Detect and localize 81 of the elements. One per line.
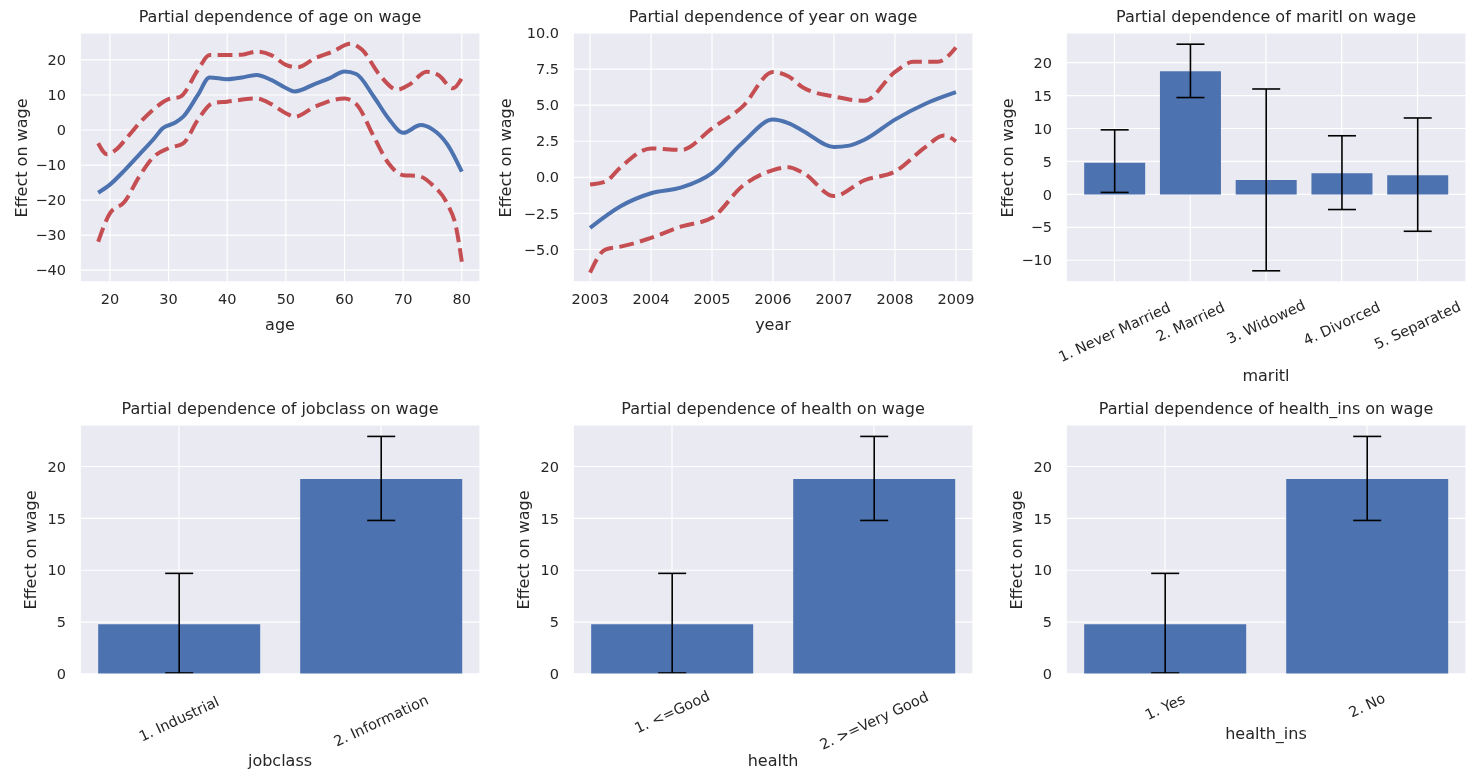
x-tick-label: 2005 (693, 291, 731, 308)
x-tick-label: 40 (217, 291, 237, 308)
y-tick-label: 15 (1033, 87, 1052, 104)
y-tick-label: 20 (47, 458, 66, 475)
y-tick-label: 20 (1033, 54, 1052, 71)
y-tick-label: 5.0 (535, 97, 559, 114)
chart-title: Partial dependence of age on wage (138, 7, 422, 27)
y-tick-label: 10 (47, 87, 66, 104)
y-tick-label: 0 (1042, 186, 1052, 203)
y-tick-label: 15 (47, 510, 66, 527)
y-tick-label: 15 (1033, 510, 1052, 527)
y-tick-label: −2.5 (523, 205, 559, 222)
y-tick-label: 0 (56, 122, 66, 139)
bar (1084, 162, 1146, 195)
bar (1159, 71, 1221, 195)
x-tick-label: 80 (452, 291, 472, 308)
line-series (588, 133, 958, 275)
y-tick-label: 2.5 (535, 133, 559, 150)
y-tick-label: −40 (35, 262, 66, 279)
x-tick-label: 2009 (937, 291, 975, 308)
x-axis-title: year (755, 314, 791, 334)
bar (1235, 179, 1297, 195)
y-tick-label: 5 (1042, 153, 1052, 170)
y-tick-label: 20 (540, 458, 559, 475)
y-tick-label: 10.0 (526, 25, 559, 42)
y-axis-title: Effect on wage (998, 97, 1018, 218)
y-tick-label: 10 (1033, 120, 1052, 137)
y-axis-title: Effect on wage (1007, 489, 1027, 610)
x-tick-label: 20 (100, 291, 120, 308)
line-series (96, 69, 464, 195)
x-axis-title: maritl (1242, 366, 1290, 386)
y-tick-label: −5.0 (523, 241, 559, 258)
line-series (588, 90, 958, 230)
line-series (96, 96, 464, 264)
y-tick-label: −10 (35, 157, 66, 174)
x-tick-label: 2003 (571, 291, 609, 308)
y-axis-title: Effect on wage (514, 489, 534, 610)
line-series (588, 45, 958, 187)
y-tick-label: 10 (47, 562, 66, 579)
x-tick-label: 2007 (815, 291, 853, 308)
x-axis-title: health (747, 751, 799, 771)
y-tick-label: 0 (1042, 666, 1052, 683)
y-tick-label: 20 (1033, 458, 1052, 475)
x-tick-label: 2006 (754, 291, 792, 308)
y-tick-label: −5 (1030, 219, 1052, 236)
x-tick-label: 60 (335, 291, 354, 308)
y-tick-label: 0 (56, 666, 66, 683)
chart-title: Partial dependence of maritl on wage (1115, 7, 1417, 27)
y-tick-label: −30 (35, 227, 66, 244)
x-tick-label: 30 (159, 291, 178, 308)
y-tick-label: 7.5 (535, 61, 559, 78)
y-tick-label: 10 (540, 562, 559, 579)
y-tick-label: 5 (1042, 614, 1052, 631)
x-axis-title: health_ins (1225, 723, 1307, 743)
y-tick-label: 0 (549, 666, 559, 683)
x-tick-label: 2008 (876, 291, 914, 308)
y-axis-title: Effect on wage (12, 97, 32, 218)
chart-title: Partial dependence of health_ins on wage (1098, 399, 1434, 419)
x-tick-label: 1. Yes (1142, 690, 1188, 723)
chart-title: Partial dependence of jobclass on wage (121, 399, 439, 419)
chart-title: Partial dependence of year on wage (628, 7, 918, 27)
line-series (96, 41, 464, 157)
y-tick-label: 5 (56, 614, 66, 631)
x-axis-title: jobclass (247, 751, 313, 771)
y-tick-label: 20 (47, 52, 66, 69)
y-tick-label: −20 (35, 192, 66, 209)
chart-title: Partial dependence of health on wage (621, 399, 925, 419)
x-tick-label: 70 (393, 291, 413, 308)
bar (1311, 173, 1373, 195)
x-tick-label: 50 (276, 291, 296, 308)
x-tick-label: 2004 (632, 291, 670, 308)
y-tick-label: 0.0 (535, 169, 559, 186)
x-tick-label: 2. No (1346, 689, 1388, 721)
y-axis-title: Effect on wage (495, 97, 515, 218)
y-tick-label: 15 (540, 510, 559, 527)
y-axis-title: Effect on wage (21, 489, 41, 610)
y-tick-label: 10 (1033, 562, 1052, 579)
x-axis-title: age (265, 314, 295, 334)
bar (1387, 175, 1449, 195)
y-tick-label: 5 (549, 614, 559, 631)
y-tick-label: −10 (1021, 252, 1052, 269)
